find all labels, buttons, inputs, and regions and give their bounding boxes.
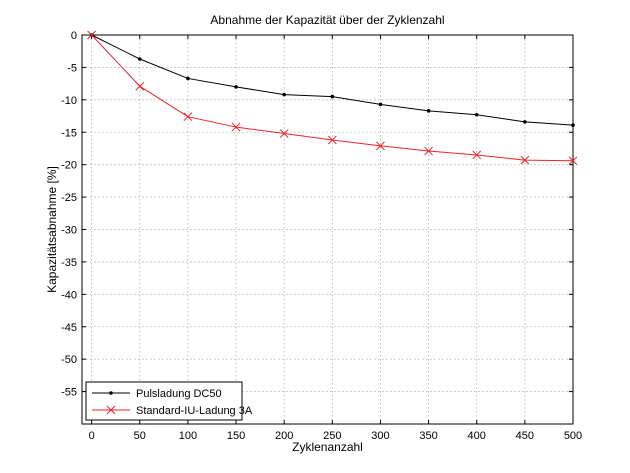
- data-point: [87, 30, 96, 40]
- data-point: [183, 112, 193, 122]
- legend-marker: [106, 405, 116, 415]
- y-tick-label: -40: [61, 289, 77, 301]
- y-tick-label: -35: [61, 257, 77, 269]
- series-2: [87, 30, 578, 166]
- legend-box: [85, 381, 243, 421]
- grid: [82, 34, 574, 424]
- x-tick-label: 300: [371, 430, 389, 442]
- x-axis-label: Zyklenanzahl: [292, 440, 363, 454]
- y-tick-label: -15: [61, 127, 77, 139]
- data-point: [568, 156, 578, 166]
- x-tick-label: 200: [275, 430, 293, 442]
- legend-marker: [109, 391, 113, 395]
- data-point: [186, 76, 190, 81]
- data-point: [330, 94, 335, 99]
- x-tick-label: 150: [227, 430, 245, 442]
- data-point: [231, 122, 241, 132]
- series-1: [89, 33, 575, 127]
- y-tick-label: -45: [61, 322, 77, 334]
- x-tick-label: 400: [468, 430, 486, 442]
- data-point: [378, 102, 383, 107]
- y-tick-label: -25: [61, 192, 77, 204]
- data-point: [282, 92, 286, 97]
- chart-title: Abnahme der Kapazität über der Zyklenzah…: [210, 13, 444, 27]
- y-tick-label: -20: [61, 160, 77, 172]
- x-tick-label: 350: [419, 430, 437, 442]
- data-point: [520, 155, 530, 165]
- y-tick-label: -30: [61, 225, 77, 237]
- legend-label: Standard-IU-Ladung 3A: [136, 405, 253, 417]
- data-point: [327, 135, 337, 145]
- data-point: [472, 150, 482, 160]
- x-tick-label: 100: [179, 430, 197, 442]
- legend: Pulsladung DC50 Standard-IU-Ladung 3A: [85, 381, 253, 421]
- data-point: [424, 146, 433, 156]
- y-tick-label: -55: [61, 387, 77, 399]
- x-tick-label: 500: [564, 430, 582, 442]
- data-point: [376, 141, 385, 151]
- x-tick-label: 450: [516, 430, 534, 442]
- data-point: [571, 123, 575, 127]
- series-layer: [87, 30, 578, 166]
- legend-label: Pulsladung DC50: [136, 388, 222, 400]
- data-point: [426, 109, 431, 113]
- y-tick-label: -10: [61, 95, 77, 107]
- y-tick-label: 0: [71, 30, 77, 42]
- data-point: [234, 85, 238, 89]
- y-tick-label: -5: [67, 62, 77, 74]
- y-axis-label: Kapazitätsabnahme [%]: [45, 166, 59, 293]
- data-point: [137, 57, 142, 61]
- y-tick-label: -50: [61, 354, 77, 366]
- data-point: [523, 120, 527, 124]
- x-tick-label: 250: [323, 430, 341, 442]
- data-point: [474, 112, 479, 117]
- x-tick-label: 0: [89, 430, 95, 442]
- data-point: [279, 129, 289, 138]
- axes: 0 50 100 150 200 250 300 350 400 450 500 0 -5 -10 -15 -…: [61, 30, 582, 442]
- data-point: [135, 81, 145, 91]
- x-tick-label: 50: [134, 430, 146, 442]
